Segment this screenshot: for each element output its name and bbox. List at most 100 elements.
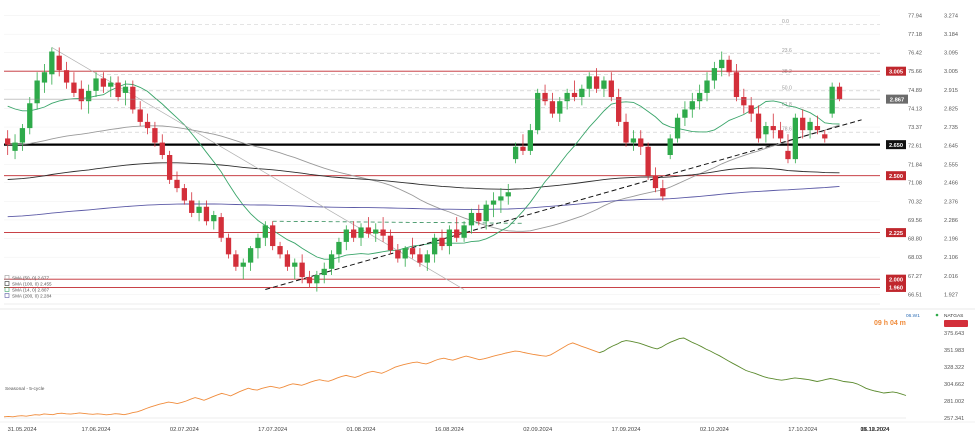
right-axis-tick-label: 2.196	[944, 237, 958, 243]
candle-body	[557, 101, 563, 114]
candle-body	[564, 92, 570, 102]
candle-body	[777, 130, 784, 139]
level-tag	[886, 282, 906, 292]
sma-legend-label: SMA (50, 0) 2.677	[12, 276, 49, 281]
left-axis-tick-label: 68.03	[908, 255, 922, 261]
candle-body	[601, 80, 607, 89]
candle-body	[733, 72, 740, 98]
x-axis-date-label: 31.05.2024	[8, 427, 38, 433]
right-axis-tick-label: 2.106	[944, 255, 958, 261]
left-axis-tick-label: 73.37	[908, 125, 922, 131]
ascending-trendline	[265, 119, 862, 290]
candle-body	[189, 200, 195, 213]
candle-body	[365, 227, 372, 234]
right-axis-tick-label: 2.286	[944, 218, 958, 224]
candle-body	[86, 90, 92, 102]
candle-body	[336, 241, 342, 255]
indicator-axis-tick-label: 375.643	[944, 331, 964, 337]
fibonacci-level-label: 23.6	[782, 48, 792, 54]
candle-body	[630, 138, 637, 143]
left-axis-tick-label: 77.94	[908, 14, 922, 20]
level-tag-label: 2.500	[889, 174, 903, 180]
indicator-legend-label: Seasonal - 5-cycle	[5, 386, 45, 392]
left-axis-tick-label: 76.42	[908, 51, 922, 57]
right-axis-tick-label: 1.927	[944, 292, 958, 298]
right-axis-tick-label: 3.095	[944, 51, 958, 57]
left-axis-tick-label: 72.61	[908, 144, 922, 150]
candle-body	[387, 235, 394, 251]
left-axis-tick-label: 77.18	[908, 32, 922, 38]
indicator-axis-tick-label: 351.983	[944, 348, 964, 354]
candle-body	[152, 128, 158, 143]
candle-body	[579, 88, 585, 98]
candle-body	[19, 128, 26, 143]
sma-legend-label: SMA (200, 0) 2.284	[12, 294, 52, 299]
candle-body	[660, 188, 666, 197]
candle-body	[645, 146, 651, 176]
seasonal-history-line	[3, 342, 600, 418]
candle-body	[490, 200, 497, 205]
x-axis-date-label: 17.06.2024	[82, 427, 112, 433]
fibonacci-level-label: 50.0	[782, 85, 792, 91]
candle-body	[431, 237, 438, 255]
current-price-tag	[886, 94, 908, 104]
chart-header-left: 06.W1	[906, 313, 920, 319]
candle-body	[726, 59, 732, 73]
candle-body	[498, 196, 504, 201]
level-tag-label: 2.000	[889, 277, 903, 283]
candle-body	[836, 86, 843, 100]
candle-body	[78, 88, 84, 102]
x-axis-date-label: 15.11.2024	[861, 427, 890, 433]
level-tag	[886, 228, 906, 238]
candle-body	[792, 117, 798, 160]
fibonacci-level-label: 61.8	[782, 102, 792, 108]
candle-body	[461, 225, 467, 238]
candle-body	[34, 80, 40, 104]
candle-body	[71, 82, 77, 93]
candle-body	[446, 229, 453, 247]
candle-body	[542, 92, 548, 102]
candle-body	[770, 126, 776, 131]
right-axis-tick-label: 2.555	[944, 162, 958, 168]
level-tag	[886, 171, 906, 181]
candle-body	[5, 138, 11, 145]
left-axis-tick-label: 74.89	[908, 88, 922, 94]
left-axis-tick-label: 74.13	[908, 106, 922, 112]
candle-body	[115, 82, 121, 98]
candle-body	[719, 59, 725, 69]
candle-body	[527, 130, 533, 151]
sma-legend-swatch	[4, 281, 10, 286]
candle-body	[203, 206, 210, 222]
x-axis-date-label: 17.09.2024	[612, 427, 642, 433]
candle-body	[468, 212, 475, 226]
candle-body	[402, 248, 408, 259]
candle-body	[704, 80, 710, 93]
candle-body	[395, 250, 401, 259]
x-axis-date-label: 01.08.2024	[347, 427, 377, 433]
sma-legend-label: SMA (100, 0) 2.455	[12, 282, 52, 287]
right-axis-tick-label: 2.466	[944, 181, 958, 187]
indicator-axis-tick-label: 281.002	[944, 399, 964, 405]
candle-body	[424, 254, 430, 263]
level-tag	[886, 66, 906, 76]
candle-body	[586, 76, 592, 89]
level-tag-label: 2.225	[889, 231, 903, 237]
candle-body	[689, 101, 695, 110]
right-axis-tick-label: 2.825	[944, 106, 958, 112]
fibonacci-level-label: 0.0	[782, 19, 789, 25]
candle-body	[108, 82, 114, 87]
sma-legend-swatch	[4, 293, 10, 298]
candle-body	[608, 80, 614, 98]
sma-legend-swatch	[4, 287, 10, 292]
candle-body	[144, 121, 151, 129]
candle-body	[417, 254, 423, 263]
x-axis-date-label: 02.10.2024	[700, 427, 730, 433]
candle-body	[284, 254, 291, 267]
right-axis-tick-label: 2.645	[944, 144, 958, 150]
instrument-dot-icon	[935, 313, 939, 317]
level-tag-label: 1.960	[889, 286, 903, 292]
candle-body	[351, 229, 357, 238]
left-axis-tick-label: 71.84	[908, 162, 922, 168]
